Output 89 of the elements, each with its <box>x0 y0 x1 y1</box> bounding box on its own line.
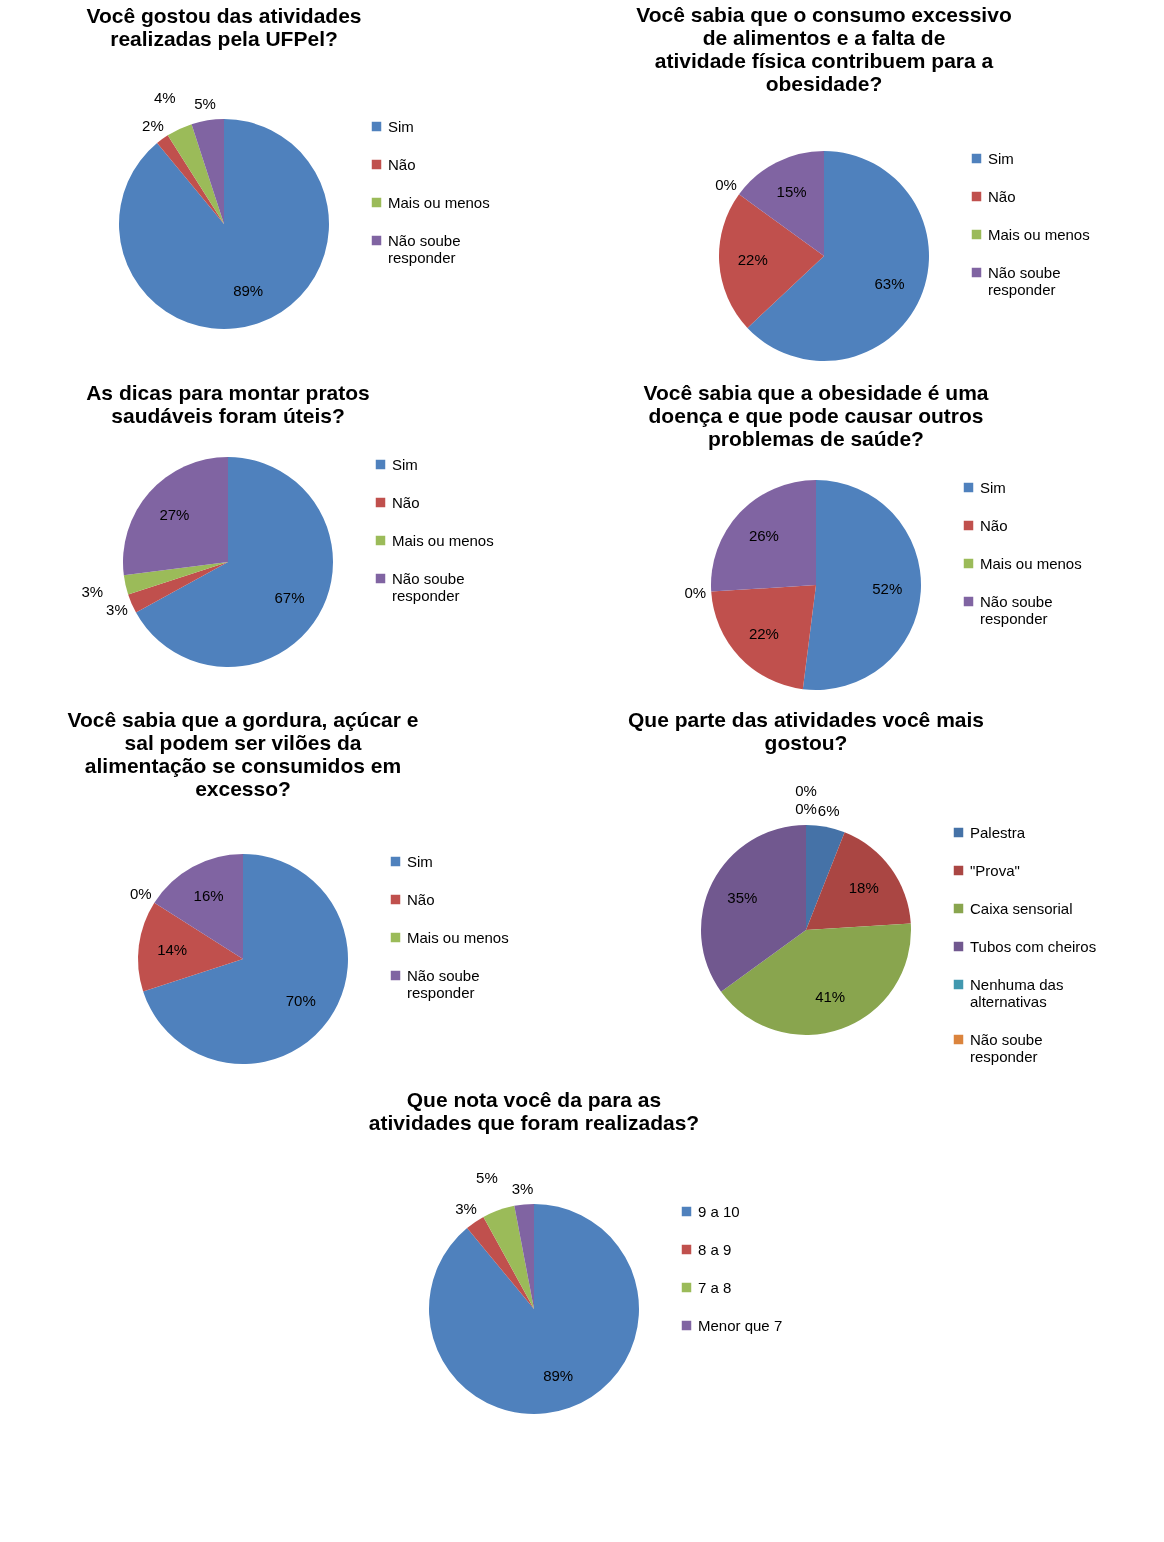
pie-slice <box>137 902 243 992</box>
pie-slice <box>123 457 228 576</box>
pie-slice <box>123 562 228 595</box>
legend-label: Mais ou menos <box>392 531 494 549</box>
chart-title: Você gostou das atividades realizadas pela UFPel? <box>85 3 362 50</box>
data-label: 35% <box>727 888 758 906</box>
data-label: 4% <box>153 89 176 107</box>
data-label: 3% <box>106 601 128 619</box>
legend-label: Menor que 7 <box>697 1316 782 1334</box>
legend-label: Sim <box>987 149 1014 167</box>
pie-slice <box>135 457 333 667</box>
legend-label: Sim <box>406 852 433 870</box>
data-label: 89% <box>542 1367 573 1385</box>
data-label: 16% <box>193 887 224 905</box>
legend-label: Não <box>980 516 1008 534</box>
chart-title: Que parte das atividades você mais gostou? <box>628 708 984 754</box>
data-label: 5% <box>475 1169 498 1187</box>
data-label: 70% <box>285 991 316 1009</box>
chart-title: Você sabia que a obesidade é uma doença e que pode causar outros problemas de saúde? <box>643 381 989 450</box>
pie-slice <box>513 1204 534 1309</box>
legend-label: Não <box>406 890 435 908</box>
legend-label: Palestra <box>970 823 1026 841</box>
data-label: 52% <box>872 580 903 598</box>
legend-label: 9 a 10 <box>697 1202 740 1220</box>
legend-label: Não <box>387 155 416 173</box>
data-label: 67% <box>274 589 305 607</box>
pie-slice <box>128 562 228 613</box>
legend-label: Não soube responder <box>987 263 1061 298</box>
legend-label: Não soube responder <box>392 569 465 604</box>
pie-slice <box>466 1216 534 1309</box>
legend-label: Caixa sensorial <box>970 899 1073 917</box>
data-label: 14% <box>156 941 187 959</box>
data-label: 18% <box>848 879 879 897</box>
pie-slice <box>806 825 845 930</box>
chart-title: As dicas para montar pratos saudáveis foram úteis? <box>86 381 370 427</box>
legend-label: Não <box>987 187 1016 205</box>
legend-label: Não <box>392 493 420 511</box>
data-label: 3% <box>511 1179 533 1197</box>
legend-label: Mais ou menos <box>387 193 490 211</box>
legend-label: "Prova" <box>970 861 1020 879</box>
legend-label: Não soube responder <box>980 592 1053 627</box>
legend-label: Não soube responder <box>406 966 480 1001</box>
legend-label: Sim <box>980 478 1006 496</box>
data-label: 27% <box>159 505 190 523</box>
chart-title: Você sabia que a gordura, açúcar e sal podem ser vilões da alimentação se consumidos em excesso? <box>67 708 418 801</box>
data-label: 89% <box>232 282 263 300</box>
pie-slice <box>721 923 911 1035</box>
legend-label: 7 a 8 <box>697 1278 731 1296</box>
pie-slice <box>428 1204 639 1414</box>
legend-label: Sim <box>387 117 414 135</box>
legend-label: Mais ou menos <box>406 928 509 946</box>
data-label: 15% <box>776 183 807 201</box>
pie-slice <box>711 480 816 592</box>
legend-label: Sim <box>392 455 418 473</box>
pie-slice <box>156 135 224 224</box>
text: 0% <box>795 800 817 817</box>
legend-label: Tubos com cheiros <box>970 937 1097 955</box>
data-label: 41% <box>815 988 846 1006</box>
legend-label: Não soube responder <box>970 1030 1043 1065</box>
data-label: 26% <box>748 527 779 545</box>
pie-slice <box>738 151 824 256</box>
chart-title: Que nota você da para as atividades que foram realizadas? <box>368 1087 699 1134</box>
legend-label: 8 a 9 <box>697 1240 731 1258</box>
pie-slice <box>802 480 921 690</box>
text: 0% <box>795 782 817 799</box>
legend-label: Mais ou menos <box>980 554 1082 572</box>
pie-slice <box>806 832 911 930</box>
data-label: 3% <box>454 1199 477 1217</box>
data-label: 5% <box>193 95 216 113</box>
data-label: 6% <box>817 802 840 820</box>
pie-slice <box>167 124 224 224</box>
pie-slice <box>701 825 806 992</box>
legend-label: Nenhuma das alternativas <box>970 975 1064 1010</box>
chart-title: Você sabia que o consumo excessivo de alimentos e a falta de atividade física contribuem para a obesidade? <box>635 3 1012 96</box>
pie-slice <box>153 854 243 959</box>
data-label: 3% <box>81 583 104 601</box>
pie-slice <box>118 119 329 329</box>
text: 0% <box>684 583 707 601</box>
data-label: 22% <box>748 624 779 642</box>
pie-slice <box>191 119 224 224</box>
legend-label: Mais ou menos <box>987 225 1090 243</box>
data-label: 63% <box>874 275 905 293</box>
pie-slice <box>482 1205 534 1309</box>
text: 0% <box>714 175 737 193</box>
pie-slice <box>711 585 816 690</box>
data-label: 2% <box>141 117 164 135</box>
data-label: 22% <box>737 251 768 269</box>
text: 0% <box>129 885 152 903</box>
legend-label: Não soube responder <box>387 231 461 266</box>
